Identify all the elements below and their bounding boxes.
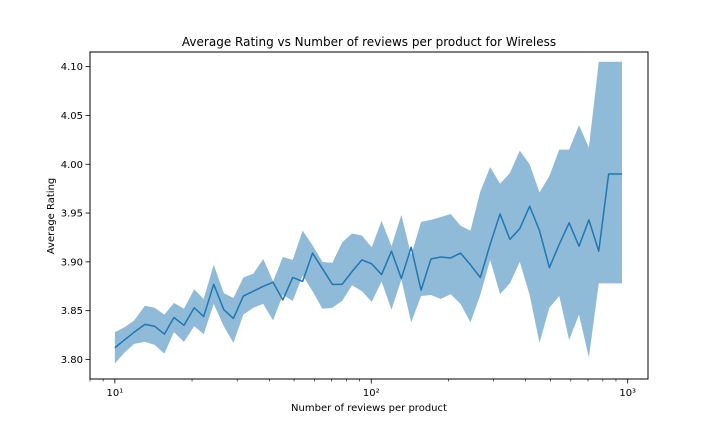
data-point (380, 273, 383, 276)
data-point (538, 229, 541, 232)
data-point (172, 316, 175, 319)
data-point (232, 317, 235, 320)
data-point (370, 262, 373, 265)
data-point (410, 246, 413, 249)
data-point (311, 252, 314, 255)
data-point (291, 276, 294, 279)
data-point (143, 323, 146, 326)
y-tick-label: 3.90 (61, 257, 83, 268)
data-point (420, 289, 423, 292)
series-line (114, 173, 622, 349)
data-point (607, 173, 610, 176)
y-tick-label: 4.00 (61, 160, 83, 171)
data-point (499, 213, 502, 216)
data-point (578, 245, 581, 248)
data-point (489, 243, 492, 246)
data-point (153, 325, 156, 328)
data-point (262, 285, 265, 288)
data-point (518, 227, 521, 230)
y-tick-label: 3.85 (61, 306, 83, 317)
data-point (587, 218, 590, 221)
chart-title: Average Rating vs Number of reviews per … (182, 35, 556, 49)
data-point (341, 283, 344, 286)
data-point (350, 270, 353, 273)
data-point (301, 280, 304, 283)
data-point (133, 331, 136, 334)
data-point (528, 205, 531, 208)
y-axis-label: Average Rating (46, 178, 57, 254)
y-tick-label: 4.05 (61, 111, 83, 122)
data-point (449, 256, 452, 259)
data-point (568, 221, 571, 224)
x-tick-label: 10² (363, 388, 380, 399)
data-point (242, 295, 245, 298)
data-point (620, 173, 623, 176)
data-point (390, 250, 393, 253)
x-tick-label: 10¹ (106, 388, 123, 399)
data-point (222, 308, 225, 311)
data-point (113, 346, 116, 349)
confidence-band (114, 61, 622, 364)
axes: 10¹ 10² 10³ 3.80 3.85 3.90 3.95 4.00 4.05 4.10 (61, 51, 649, 399)
data-point (597, 250, 600, 253)
data-point (321, 267, 324, 270)
x-tick-label: 10³ (619, 388, 636, 399)
axes-frame (89, 51, 649, 380)
data-point (163, 333, 166, 336)
data-point (212, 283, 215, 286)
data-point (202, 315, 205, 318)
data-point (281, 298, 284, 301)
data-point (360, 258, 363, 261)
data-point (252, 290, 255, 293)
data-point (508, 238, 511, 241)
x-axis-label: Number of reviews per product (291, 403, 447, 414)
y-tick-label: 3.95 (61, 209, 83, 220)
data-point (617, 173, 620, 176)
data-point (548, 266, 551, 269)
data-point (558, 243, 561, 246)
data-point (439, 255, 442, 258)
data-point (429, 257, 432, 260)
data-point (193, 306, 196, 309)
plot-area (113, 61, 623, 364)
y-tick-label: 3.80 (61, 355, 83, 366)
data-point (123, 338, 126, 341)
data-point (400, 277, 403, 280)
data-point (182, 324, 185, 327)
data-point (479, 276, 482, 279)
data-point (469, 263, 472, 266)
data-point (272, 281, 275, 284)
data-point (331, 283, 334, 286)
data-point (459, 252, 462, 255)
y-tick-label: 4.10 (61, 62, 83, 73)
